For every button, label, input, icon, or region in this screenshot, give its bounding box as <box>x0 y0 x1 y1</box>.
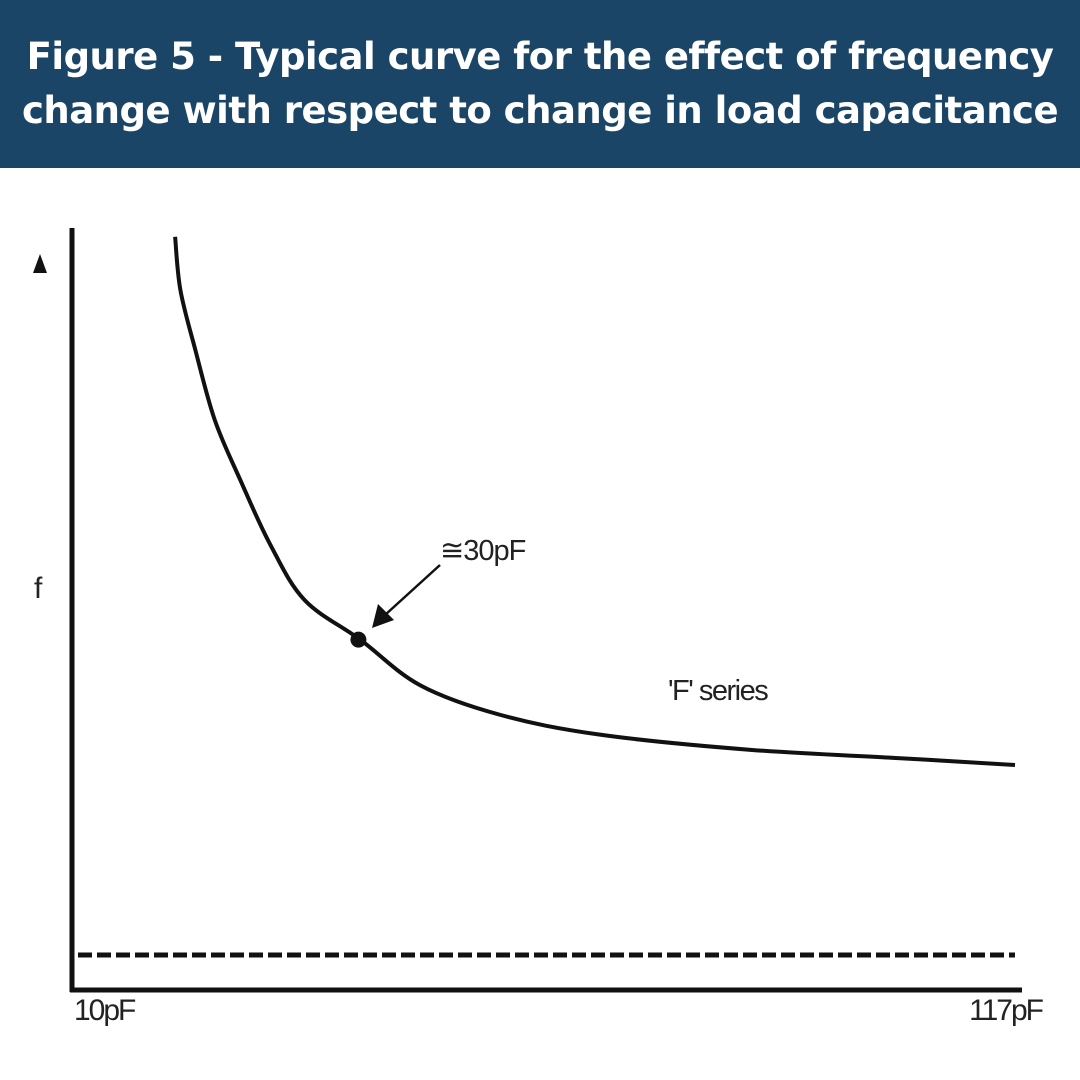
title-banner: Figure 5 - Typical curve for the effect … <box>0 0 1080 168</box>
arrow-head-icon <box>372 604 394 628</box>
annotation-arrow <box>384 564 441 616</box>
chart-title: Figure 5 - Typical curve for the effect … <box>21 35 1059 132</box>
series-label: 'F' series <box>668 675 768 707</box>
annotation-label: ≅30pF <box>440 535 526 567</box>
annotation-point <box>350 631 367 648</box>
series-line <box>173 236 1016 768</box>
y-axis-label: f <box>34 572 43 605</box>
y-axis-arrow-icon <box>33 254 47 273</box>
x-tick-label: 10pF <box>74 994 136 1027</box>
x-tick-label: 117pF <box>969 994 1044 1027</box>
